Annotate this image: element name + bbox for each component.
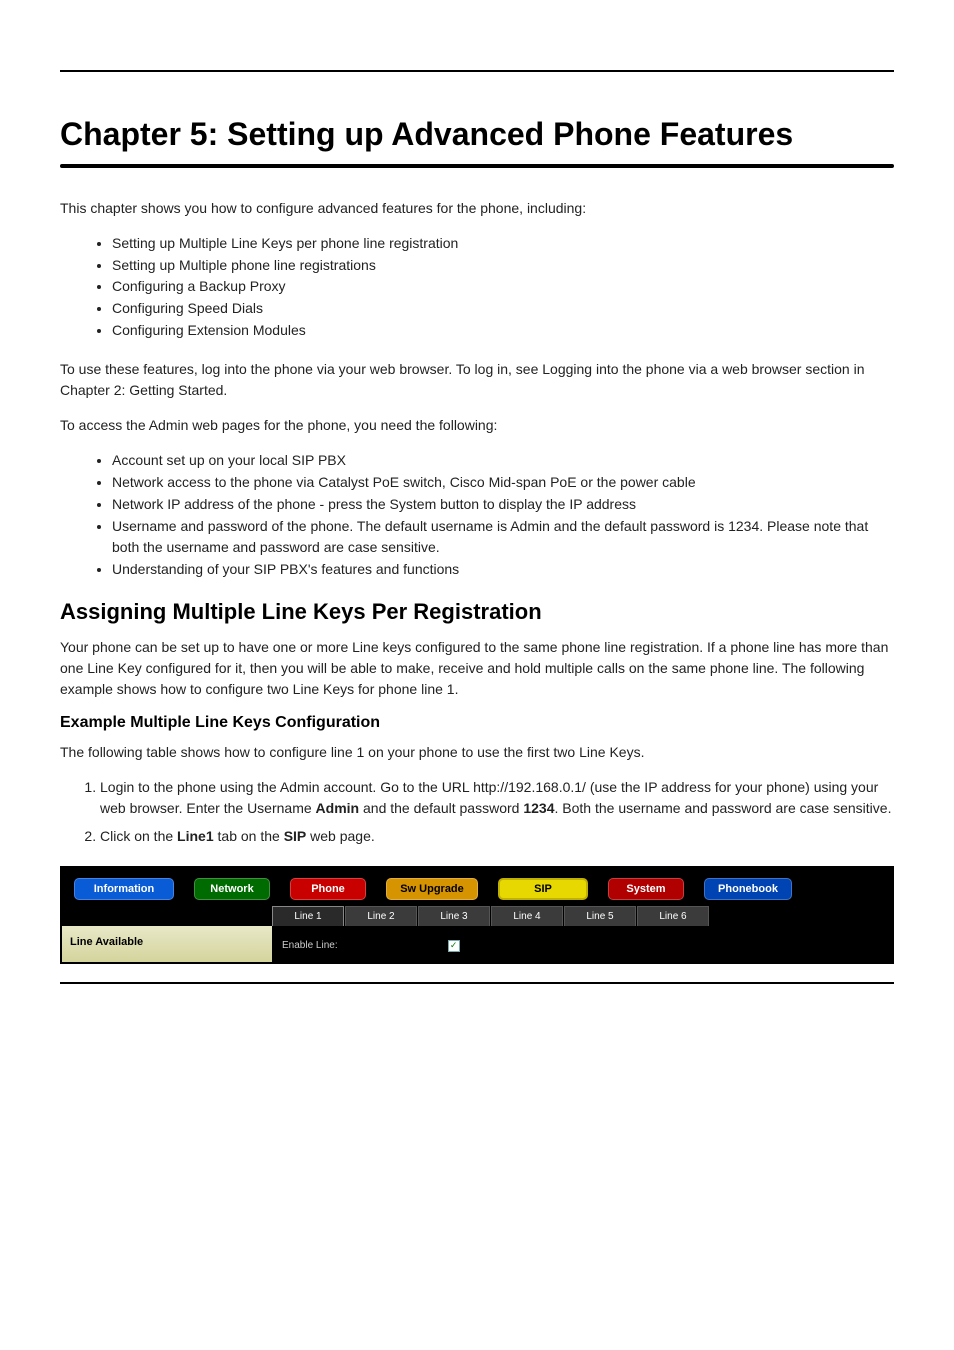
content-area: Enable Line: ✓ — [272, 926, 892, 962]
section-p1: Your phone can be set up to have one or … — [60, 637, 894, 700]
step-2: Click on the Line1 tab on the SIP web pa… — [100, 826, 894, 848]
list-item: Username and password of the phone. The … — [112, 516, 894, 559]
list-item: Network IP address of the phone - press … — [112, 494, 894, 516]
intro-text: This chapter shows you how to configure … — [60, 198, 894, 219]
subtab-line-3[interactable]: Line 3 — [418, 906, 490, 926]
admin-list: Account set up on your local SIP PBX Net… — [60, 450, 894, 580]
list-item: Configuring Speed Dials — [112, 298, 894, 320]
list-item: Configuring Extension Modules — [112, 320, 894, 342]
tab-sip[interactable]: SIP — [498, 878, 588, 900]
list-item: Understanding of your SIP PBX's features… — [112, 559, 894, 581]
step-text: tab on the — [214, 828, 284, 844]
step-text: . Both the username and password are cas… — [555, 800, 892, 816]
subtab-line-2[interactable]: Line 2 — [345, 906, 417, 926]
subtabs-row: Line 1 Line 2 Line 3 Line 4 Line 5 Line … — [62, 906, 892, 926]
side-label: Line Available — [62, 926, 272, 962]
tabs-row: Information Network Phone Sw Upgrade SIP… — [62, 868, 892, 906]
list-item: Configuring a Backup Proxy — [112, 276, 894, 298]
content-row: Line Available Enable Line: ✓ — [62, 926, 892, 962]
subtab-line-5[interactable]: Line 5 — [564, 906, 636, 926]
step-bold: Line1 — [177, 828, 214, 844]
tab-information[interactable]: Information — [74, 878, 174, 900]
subtab-line-4[interactable]: Line 4 — [491, 906, 563, 926]
tab-phone[interactable]: Phone — [290, 878, 366, 900]
admin-intro: To use these features, log into the phon… — [60, 359, 894, 401]
tab-sw-upgrade[interactable]: Sw Upgrade — [386, 878, 478, 900]
subtab-line-6[interactable]: Line 6 — [637, 906, 709, 926]
step-1: Login to the phone using the Admin accou… — [100, 777, 894, 820]
step-bold: 1234 — [523, 800, 554, 816]
title-underline — [60, 164, 894, 168]
step-text: and the default password — [359, 800, 523, 816]
section-heading: Assigning Multiple Line Keys Per Registr… — [60, 599, 894, 625]
page-container: Chapter 5: Setting up Advanced Phone Fea… — [0, 0, 954, 1024]
tab-phonebook[interactable]: Phonebook — [704, 878, 792, 900]
step-text: web page. — [306, 828, 375, 844]
step-bold: Admin — [316, 800, 360, 816]
list-item: Setting up Multiple Line Keys per phone … — [112, 233, 894, 255]
tab-network[interactable]: Network — [194, 878, 270, 900]
admin-need: To access the Admin web pages for the ph… — [60, 415, 894, 436]
step-bold: SIP — [284, 828, 307, 844]
tab-system[interactable]: System — [608, 878, 684, 900]
list-item: Network access to the phone via Catalyst… — [112, 472, 894, 494]
feature-list-1: Setting up Multiple Line Keys per phone … — [60, 233, 894, 341]
chapter-title: Chapter 5: Setting up Advanced Phone Fea… — [60, 114, 894, 154]
bottom-rule — [60, 982, 894, 984]
top-rule — [60, 70, 894, 72]
subtab-line-1[interactable]: Line 1 — [272, 906, 344, 926]
steps-list: Login to the phone using the Admin accou… — [60, 777, 894, 848]
step-text: Click on the — [100, 828, 177, 844]
example-heading: Example Multiple Line Keys Configuration — [60, 714, 894, 732]
admin-ui-screenshot: Information Network Phone Sw Upgrade SIP… — [60, 866, 894, 964]
enable-line-label: Enable Line: — [282, 940, 338, 951]
enable-line-checkbox[interactable]: ✓ — [448, 940, 460, 952]
list-item: Setting up Multiple phone line registrat… — [112, 255, 894, 277]
check-icon: ✓ — [450, 940, 458, 951]
list-item: Account set up on your local SIP PBX — [112, 450, 894, 472]
example-p1: The following table shows how to configu… — [60, 742, 894, 763]
